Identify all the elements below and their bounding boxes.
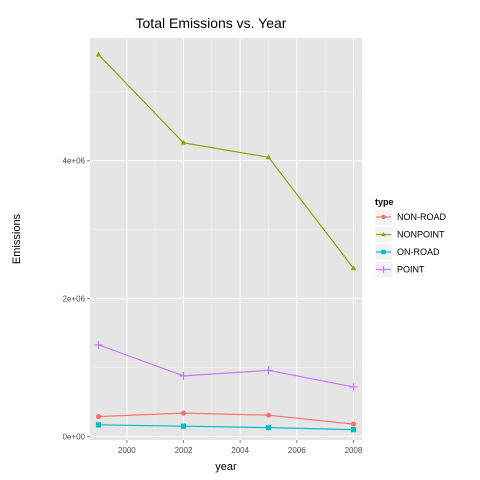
y-axis-ticks: 0e+00 2e+06 4e+06 xyxy=(63,157,90,442)
series-line-non-road xyxy=(98,412,354,425)
series-line-point xyxy=(98,344,354,388)
legend-label: NON-ROAD xyxy=(397,212,446,222)
series-point xyxy=(94,340,358,392)
data-point-non-road xyxy=(265,412,272,418)
legend-key-marker xyxy=(381,249,386,255)
x-tick-label: 2006 xyxy=(288,446,306,455)
series-non-road xyxy=(95,410,357,427)
data-point-on-road xyxy=(95,422,102,428)
legend-key-marker xyxy=(379,265,388,274)
data-point-on-road xyxy=(180,423,187,429)
legend-label: NONPOINT xyxy=(397,230,445,240)
legend: type NON-ROAD NONPOINT ON-ROAD POINT xyxy=(374,197,446,278)
legend-key-marker xyxy=(381,214,386,220)
data-point-on-road xyxy=(350,427,357,433)
chart-title: Total Emissions vs. Year xyxy=(136,15,287,31)
legend-item-nonpoint: NONPOINT xyxy=(374,226,445,243)
y-axis-title: Emissions xyxy=(11,213,23,264)
data-point-non-road xyxy=(95,413,102,420)
series-on-road xyxy=(95,422,357,433)
data-point-non-road xyxy=(350,421,357,427)
y-tick-label: 2e+06 xyxy=(63,295,86,304)
data-point-nonpoint xyxy=(350,265,357,271)
x-axis-title: year xyxy=(215,461,237,473)
legend-label: ON-ROAD xyxy=(397,247,440,257)
data-point-point xyxy=(94,340,103,350)
legend-item-non-road: NON-ROAD xyxy=(374,208,446,226)
x-tick-label: 2008 xyxy=(345,446,363,455)
plot-panel xyxy=(90,38,362,440)
series-line-nonpoint xyxy=(98,54,354,269)
data-point-nonpoint xyxy=(265,154,272,160)
legend-label: POINT xyxy=(397,265,425,275)
data-point-on-road xyxy=(265,424,272,431)
y-tick-label: 0e+00 xyxy=(63,433,86,442)
data-point-point xyxy=(179,371,188,381)
legend-item-point: POINT xyxy=(374,261,425,278)
data-point-nonpoint xyxy=(180,139,187,145)
data-point-point xyxy=(264,366,273,375)
data-point-point xyxy=(349,382,358,392)
series-layer xyxy=(94,51,358,433)
x-tick-label: 2004 xyxy=(231,446,249,455)
legend-title: type xyxy=(375,197,394,207)
x-tick-label: 2002 xyxy=(175,446,193,455)
series-nonpoint xyxy=(95,51,357,271)
x-axis-ticks: 2000 2002 2004 2006 2008 xyxy=(118,440,363,455)
legend-item-on-road: ON-ROAD xyxy=(374,243,440,261)
grid-lines xyxy=(90,38,362,440)
series-line-on-road xyxy=(98,424,354,431)
data-point-non-road xyxy=(180,410,187,416)
y-tick-label: 4e+06 xyxy=(63,157,86,166)
legend-key-marker xyxy=(381,231,386,237)
data-point-nonpoint xyxy=(95,51,102,57)
x-tick-label: 2000 xyxy=(118,446,136,455)
